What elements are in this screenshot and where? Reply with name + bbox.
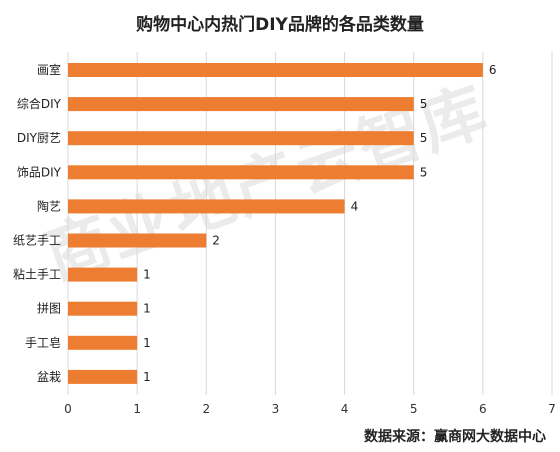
data-label: 4: [351, 199, 359, 213]
category-label: 饰品DIY: [17, 165, 62, 179]
x-tick-label: 5: [410, 402, 418, 416]
bar: [68, 233, 207, 248]
data-label: 1: [143, 370, 151, 384]
bar: [68, 335, 138, 350]
data-label: 5: [420, 97, 428, 111]
bar: [68, 199, 345, 214]
data-label: 1: [143, 336, 151, 350]
data-label: 1: [143, 268, 151, 282]
x-tick-label: 0: [64, 402, 72, 416]
category-label: 拼图: [37, 302, 61, 316]
x-tick-label: 6: [479, 402, 487, 416]
data-label: 6: [489, 63, 497, 77]
bar: [68, 97, 414, 112]
x-tick-label: 3: [272, 402, 280, 416]
x-tick-label: 2: [202, 402, 210, 416]
category-label: DIY厨艺: [17, 131, 61, 145]
source-note: 数据来源：赢商网大数据中心: [364, 429, 546, 445]
data-label: 5: [420, 131, 428, 145]
x-tick-label: 4: [341, 402, 349, 416]
bar: [68, 131, 414, 146]
bar: [68, 369, 138, 384]
data-label: 5: [420, 165, 428, 179]
data-label: 2: [212, 234, 220, 248]
category-label: 综合DIY: [17, 96, 62, 111]
bar: [68, 165, 414, 180]
category-label: 陶艺: [37, 198, 61, 213]
x-tick-label: 1: [133, 402, 141, 416]
x-tick-label: 7: [548, 402, 556, 416]
category-label: 画室: [37, 62, 61, 77]
category-label: 盆栽: [37, 370, 61, 384]
category-label: 粘土手工: [13, 267, 61, 282]
bar: [68, 301, 138, 316]
category-label: 纸艺手工: [13, 234, 61, 248]
category-label: 手工皂: [25, 336, 61, 350]
chart-title: 购物中心内热门DIY品牌的各品类数量: [136, 15, 424, 35]
data-label: 1: [143, 302, 151, 316]
bar: [68, 63, 483, 77]
bar: [68, 267, 138, 282]
